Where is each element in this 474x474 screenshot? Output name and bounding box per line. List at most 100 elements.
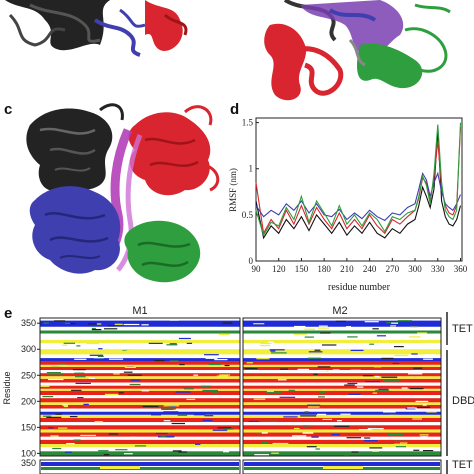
heatmap-speckle (212, 429, 228, 431)
heatmap-speckle (42, 396, 54, 398)
heatmap-speckle (364, 321, 379, 323)
heatmap-speckle (109, 358, 124, 360)
heatmap-speckle (399, 438, 413, 440)
heatmap-band-helix (40, 358, 240, 362)
heatmap-speckle (60, 355, 75, 357)
heatmap-speckle (216, 375, 229, 377)
rmsf-x-tick-label: 330 (431, 264, 445, 274)
heatmap-band-coil (243, 342, 441, 350)
heatmap-speckle (89, 354, 104, 356)
heatmap-band-coil (243, 422, 441, 426)
heatmap-speckle (175, 391, 191, 393)
heatmap-band-strand (243, 439, 441, 445)
heatmap-band-coil (243, 354, 441, 359)
heatmap-speckle (280, 368, 288, 370)
heatmap-speckle (151, 414, 162, 416)
heatmap-speckle (288, 389, 296, 391)
heatmap-speckle (218, 333, 230, 335)
heatmap-speckle (75, 382, 91, 384)
heatmap-speckle (346, 437, 362, 439)
heatmap-band-coil (243, 408, 441, 412)
heatmap-speckle (223, 451, 230, 453)
heatmap-speckle (410, 326, 418, 328)
heatmap-speckle (307, 406, 320, 408)
heatmap-speckle (204, 322, 211, 324)
heatmap-speckle (344, 322, 353, 324)
heatmap-speckle (57, 323, 66, 325)
heatmap-speckle (130, 379, 141, 381)
heatmap-speckle (392, 362, 400, 364)
heatmap-speckle (394, 346, 404, 348)
heatmap-speckle (163, 329, 179, 331)
heatmap-speckle (61, 322, 71, 324)
heatmap-speckle (420, 436, 428, 438)
heatmap-speckle (344, 384, 355, 386)
structure-panel-c (26, 103, 220, 283)
heatmap-bottom-band-helix (41, 462, 239, 466)
heatmap-speckle (50, 435, 59, 437)
heatmap-bottom-partial (39, 459, 442, 474)
heatmap-speckle (413, 449, 420, 451)
heatmap-speckle (422, 404, 427, 406)
heatmap-speckle (124, 453, 133, 455)
heatmap-speckle (376, 335, 386, 337)
heatmap-speckle (144, 321, 158, 324)
heatmap-speckle (127, 374, 142, 376)
heatmap-band-coil (40, 342, 240, 350)
heatmap-speckle (400, 442, 408, 444)
heatmap-band-helix (243, 358, 441, 362)
heatmap-speckle (318, 396, 325, 398)
panel-label-d: d (230, 101, 239, 118)
heatmap-speckle (338, 431, 355, 433)
heatmap-speckle (205, 357, 218, 359)
heatmap-speckle (72, 369, 86, 371)
heatmap-speckle (387, 433, 403, 436)
heatmap-speckle (388, 319, 399, 321)
heatmap-speckle (199, 327, 211, 329)
heatmap-speckle (260, 345, 271, 347)
heatmap-speckle (372, 450, 379, 452)
heatmap-speckle (283, 416, 298, 418)
heatmap-speckle (313, 373, 318, 375)
heatmap-speckle (272, 442, 289, 445)
heatmap-speckle (167, 338, 173, 341)
heatmap-speckle (66, 443, 75, 445)
heatmap-band-turn (40, 376, 240, 379)
heatmap-speckle (69, 416, 78, 418)
heatmap-speckle (358, 429, 373, 431)
heatmap-band-coil (40, 326, 240, 331)
heatmap-speckle (178, 451, 187, 453)
heatmap-speckle (303, 425, 309, 427)
heatmap-y-tick-label: 250 (21, 370, 36, 380)
heatmap-band-coil (243, 370, 441, 374)
heatmap-speckle (163, 411, 179, 413)
heatmap-speckle (97, 355, 104, 357)
heatmap-speckle (253, 323, 265, 325)
rmsf-x-tick-label: 240 (363, 264, 377, 274)
heatmap-speckle (382, 380, 396, 382)
heatmap-band-turn (40, 414, 240, 418)
heatmap-speckle (254, 454, 269, 456)
heatmap-y-axis-label: Residue (2, 371, 12, 404)
heatmap-band-turn (40, 364, 240, 367)
heatmap-speckle (393, 440, 409, 442)
heatmap-speckle (270, 350, 276, 352)
heatmap-speckle (332, 369, 340, 371)
heatmap-speckle (364, 422, 376, 425)
heatmap-band-strand (243, 366, 441, 371)
heatmap-speckle (422, 450, 434, 452)
heatmap-speckle (166, 344, 178, 346)
heatmap-speckle (177, 414, 188, 416)
heatmap-speckle (129, 383, 141, 386)
rmsf-series-line-3 (255, 171, 462, 222)
heatmap-speckle (98, 450, 109, 452)
heatmap-speckle (346, 326, 351, 328)
heatmap-speckle (73, 439, 81, 441)
heatmap-speckle (411, 353, 418, 355)
heatmap-speckle (356, 386, 364, 388)
heatmap-speckle (367, 428, 384, 430)
heatmap-speckle (54, 320, 66, 322)
rmsf-x-tick-label: 360 (454, 264, 468, 274)
rmsf-x-axis-label: residue number (328, 282, 391, 293)
heatmap-bottom-band-helix (244, 462, 440, 466)
